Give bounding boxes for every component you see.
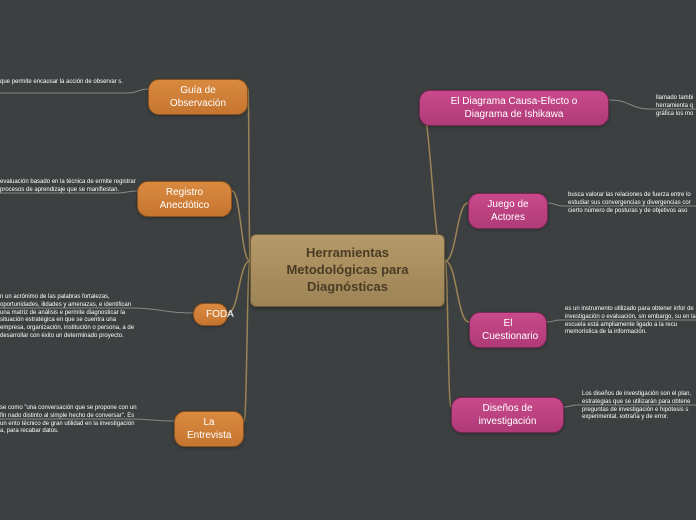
branch-label: Juego de Actores <box>487 199 528 223</box>
branch-entrevista[interactable]: La Entrevista <box>174 411 244 447</box>
branch-desc-actores: busca valorar las relaciones de fuerza e… <box>568 192 696 215</box>
branch-label: La Entrevista <box>187 417 231 441</box>
branch-registro[interactable]: Registro Anecdótico <box>137 181 232 217</box>
branch-desc-guia: que permite encausar la acción de observ… <box>0 79 123 87</box>
branch-desc-cuestionario: es un instrumento utilizado para obtener… <box>565 306 696 337</box>
branch-disenos[interactable]: Diseños de investigación <box>451 397 564 433</box>
center-node: Herramientas Metodológicas para Diagnóst… <box>250 234 445 307</box>
branch-actores[interactable]: Juego de Actores <box>468 193 548 229</box>
branch-guia[interactable]: Guía de Observación <box>148 79 248 115</box>
branch-desc-entrevista: se como "una conversación que se propone… <box>0 405 140 436</box>
branch-desc-registro: evaluación basado en la técnica de ermit… <box>0 179 140 195</box>
branch-label: El Cuestionario <box>482 318 538 342</box>
branch-label: Guía de Observación <box>170 85 226 109</box>
branch-ishikawa[interactable]: El Diagrama Causa-Efecto o Diagrama de I… <box>419 90 609 126</box>
branch-desc-disenos: Los diseños de investigación son el plan… <box>582 391 696 422</box>
branch-label: Registro Anecdótico <box>160 187 209 211</box>
branch-foda[interactable]: FODA <box>193 303 228 326</box>
branch-label: Diseños de investigación <box>479 403 537 427</box>
branch-label: FODA <box>206 309 234 320</box>
branch-label: El Diagrama Causa-Efecto o Diagrama de I… <box>451 96 578 120</box>
branch-cuestionario[interactable]: El Cuestionario <box>469 312 547 348</box>
branch-desc-foda: n un acrónimo de las palabras fortalezas… <box>0 294 140 341</box>
branch-desc-ishikawa: llamado tambi herramienta q gráfica los … <box>656 95 696 118</box>
center-title: Herramientas Metodológicas para Diagnóst… <box>286 245 408 294</box>
